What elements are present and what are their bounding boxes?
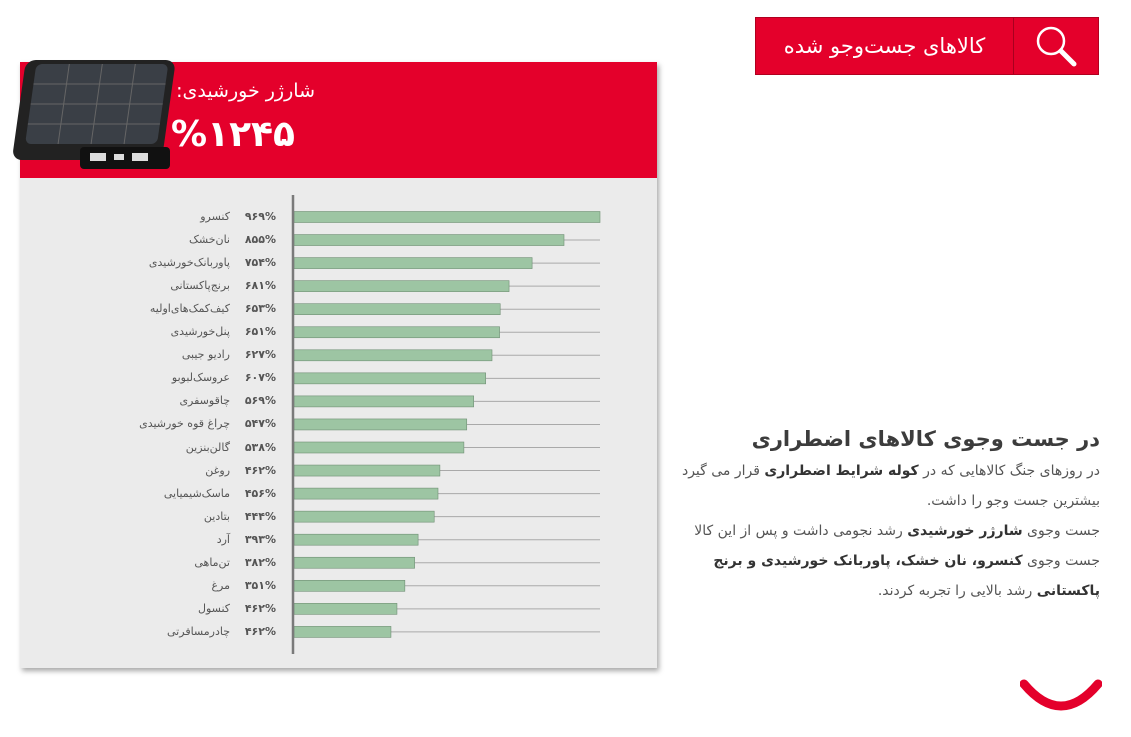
data-label: ۳۸۲%	[244, 555, 276, 569]
category-label: کیف‌کمک‌های‌اولیه	[149, 302, 230, 316]
solar-powerbank-image	[13, 60, 175, 169]
bar	[293, 257, 533, 269]
category-label: تن‌ماهی	[194, 555, 230, 569]
header-title: کالاهای جست‌وجو شده	[783, 34, 986, 58]
bold-text: کنسرو، نان خشک، پاوربانک خورشیدی و برنج …	[713, 553, 1100, 599]
data-label: ۴۵۶%	[244, 486, 276, 500]
data-label: ۵۶۹%	[244, 394, 276, 408]
bar	[293, 326, 500, 339]
bar	[293, 464, 441, 477]
data-label: ۹۶۹%	[244, 210, 276, 223]
data-label: ۳۹۳%	[244, 532, 276, 546]
category-label: آرد	[216, 532, 230, 546]
bar	[293, 626, 392, 638]
category-label: گالن‌بنزین	[185, 440, 230, 454]
category-label: نان‌خشک	[189, 233, 230, 247]
data-label: ۴۴۴%	[244, 509, 276, 523]
article-paragraph-2: جست وجوی شارژر خورشیدی رشد نجومی داشت و …	[680, 516, 1100, 606]
data-label: ۴۶۲%	[244, 463, 276, 477]
category-label: بتادین	[203, 509, 230, 523]
category-label: رادیو جیبی	[181, 348, 230, 362]
bar	[293, 441, 465, 454]
bar	[293, 303, 501, 315]
search-icon	[1013, 18, 1098, 74]
header-banner: کالاهای جست‌وجو شده	[755, 17, 1099, 75]
text: قرار می گیرد بیشترین جست وجو را داشت.	[681, 463, 1100, 509]
bar	[293, 533, 419, 546]
bar	[293, 556, 415, 569]
article-paragraph-1: در روزهای جنگ کالاهایی که در کوله شرایط …	[680, 456, 1100, 516]
bar	[293, 349, 493, 362]
bar	[293, 211, 601, 223]
data-label: ۵۳۸%	[244, 440, 276, 454]
bar	[293, 603, 398, 615]
data-label: ۴۶۲%	[244, 601, 276, 615]
category-label: کنسرو	[200, 210, 230, 223]
panel-title: شارژر خورشیدی:	[176, 80, 315, 102]
category-label: پنل‌خورشیدی	[170, 325, 230, 339]
category-label: پاوربانک‌خورشیدی	[148, 256, 230, 270]
bar	[293, 418, 468, 431]
bar	[293, 234, 565, 246]
category-label: چاقوسفری	[179, 394, 230, 408]
data-label: ۸۵۵%	[244, 233, 276, 247]
data-label: ۶۸۱%	[244, 279, 276, 293]
data-label: ۶۵۳%	[244, 302, 276, 316]
text: رشد نجومی داشت و پس از این کالا جست وجوی	[694, 523, 1100, 569]
bar	[293, 280, 510, 292]
bold-text: کوله شرایط اضطراری	[764, 463, 919, 479]
bar	[293, 372, 486, 385]
category-label: برنج‌پاکستانی	[170, 279, 230, 293]
article: در جست وجوی کالاهای اضطراری در روزهای جن…	[680, 424, 1100, 606]
data-label: ۶۲۷%	[244, 348, 276, 362]
text: رشد بالایی را تجربه کردند.	[877, 583, 1037, 599]
category-label: عروسک‌لبوبو	[171, 371, 230, 385]
text: در روزهای جنگ کالاهایی که در	[918, 463, 1100, 479]
bar	[293, 395, 474, 408]
data-label: ۶۰۷%	[244, 371, 276, 385]
data-label: ۴۶۲%	[244, 624, 276, 638]
category-label: مرغ	[211, 578, 230, 592]
bar	[293, 510, 435, 523]
category-label: چادرمسافرتی	[167, 624, 230, 638]
panel-value: %۱۲۴۵	[171, 114, 295, 155]
chart-card: شارژر خورشیدی: %۱۲۴۵ ۹۶۹% کنسرو ۸۵۵% نان‌خش…	[13, 60, 657, 668]
bold-text: شارژر خورشیدی	[907, 523, 1023, 539]
category-label: چراغ قوه خورشیدی	[139, 417, 230, 431]
brand-smile-logo	[1020, 679, 1102, 711]
data-label: ۳۵۱%	[244, 578, 276, 592]
bar-chart	[291, 195, 601, 654]
bar	[293, 487, 439, 500]
data-label: ۵۴۷%	[244, 417, 276, 431]
category-label: ماسک‌شیمیایی	[163, 486, 230, 500]
data-label: ۷۵۴%	[244, 256, 276, 270]
bar	[293, 579, 406, 592]
category-label: کنسول	[197, 601, 230, 615]
article-heading: در جست وجوی کالاهای اضطراری	[751, 427, 1100, 451]
category-label: روغن	[205, 463, 230, 477]
text: جست وجوی	[1022, 523, 1100, 539]
data-label: ۶۵۱%	[244, 325, 276, 339]
